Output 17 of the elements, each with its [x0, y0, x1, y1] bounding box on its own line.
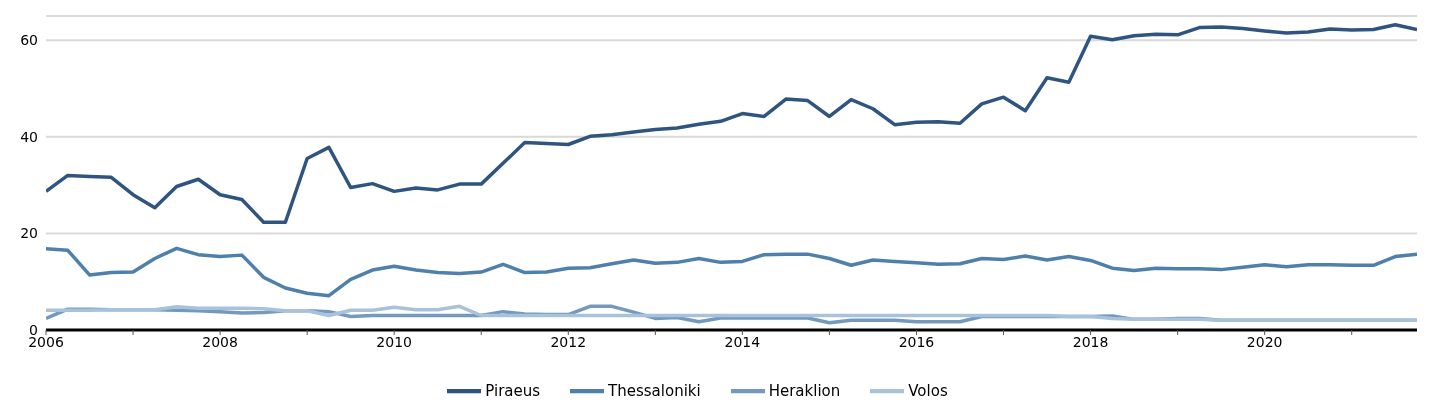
y-tick-label: 20	[20, 225, 38, 242]
line-series	[46, 22, 1417, 225]
x-tick-label: 2014	[724, 333, 761, 350]
y-tick-label: 0	[29, 321, 38, 338]
x-tick-label: 2020	[1246, 333, 1283, 350]
x-tick-label: 2010	[376, 333, 413, 350]
x-tick-label: 2012	[550, 333, 587, 350]
x-tick-label: 2016	[898, 333, 935, 350]
legend-label: Thessaloniki	[608, 381, 701, 400]
line-series	[46, 246, 1417, 298]
legend-label: Heraklion	[768, 381, 841, 400]
x-tick-label: 2008	[202, 333, 238, 350]
y-tick-label: 60	[20, 32, 38, 49]
x-tick-label: 2018	[1072, 333, 1109, 350]
y-tick-label: 40	[20, 128, 38, 145]
legend-label: Piraeus	[485, 381, 541, 400]
legend-label: Volos	[908, 381, 948, 400]
